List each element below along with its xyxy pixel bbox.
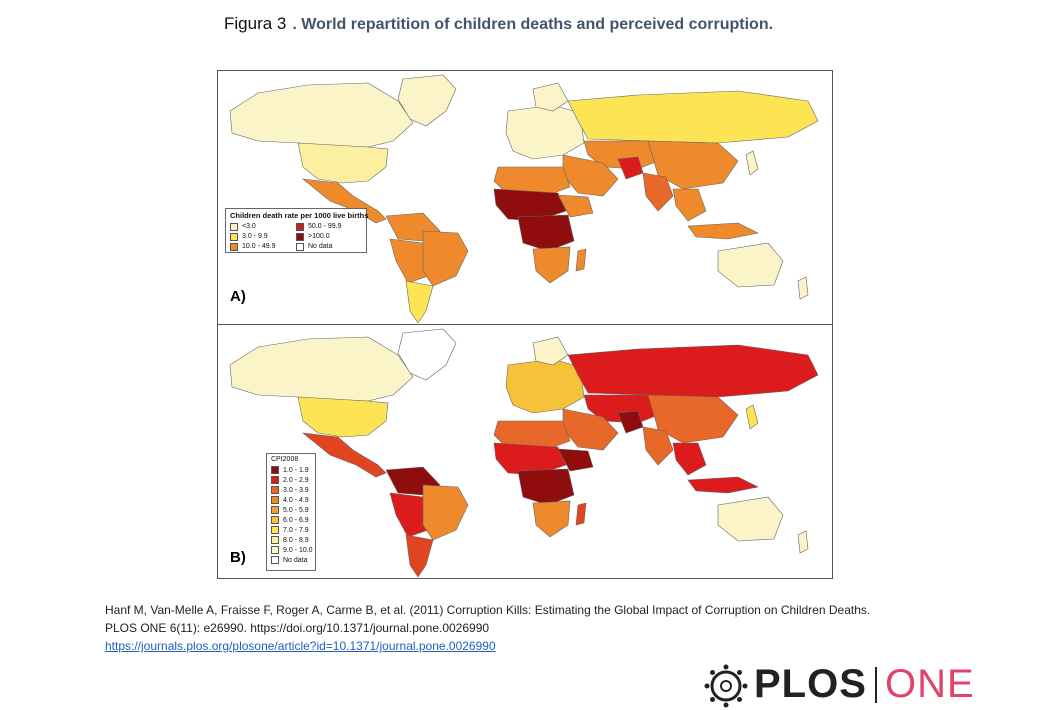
- legend-swatch: [271, 536, 279, 544]
- region-japan: [745, 404, 759, 430]
- citation-line-2: PLOS ONE 6(11): e26990. https://doi.org/…: [105, 621, 490, 635]
- region-scandinavia: [532, 336, 569, 366]
- legend-b-item: 8.0 - 8.9: [271, 535, 311, 545]
- legend-swatch: [271, 516, 279, 524]
- legend-a-item: >100.0: [296, 232, 362, 241]
- region-russia: [567, 90, 819, 144]
- region-usa: [297, 142, 389, 184]
- region-madagascar: [575, 248, 587, 272]
- region-se-asia: [672, 188, 707, 222]
- region-canada: [229, 82, 414, 148]
- legend-b-title: CPI2008: [271, 456, 299, 463]
- logo-plos-text: PLOS: [754, 662, 867, 706]
- region-se-asia: [672, 442, 707, 476]
- legend-swatch: [271, 506, 279, 514]
- legend-b-item: 7.0 - 7.9: [271, 525, 311, 535]
- region-horn-africa: [557, 194, 594, 218]
- legend-a-item: No data: [296, 242, 362, 251]
- region-southern-cone: [405, 534, 434, 578]
- region-madagascar: [575, 502, 587, 526]
- legend-swatch: [230, 232, 238, 241]
- region-europe: [505, 358, 585, 414]
- legend-a-item: <3.0: [230, 222, 296, 231]
- region-greenland: [397, 74, 457, 127]
- panel-a-child-deaths-map: Children death rate per 1000 live births…: [218, 71, 832, 325]
- citation: Hanf M, Van-Melle A, Fraisse F, Roger A,…: [105, 601, 870, 655]
- figure-title: Figura 3 . World repartition of children …: [224, 14, 773, 34]
- legend-a-items: <3.0 50.0 - 99.9 3.0 - 9.9 >100.0 10.0 -…: [230, 222, 362, 251]
- region-southern-cone: [405, 280, 434, 324]
- legend-swatch: [296, 222, 304, 231]
- legend-swatch: [271, 546, 279, 554]
- legend-b-item: 1.0 - 1.9: [271, 465, 311, 475]
- region-afpak: [617, 156, 644, 180]
- region-indonesia: [687, 476, 759, 494]
- legend-swatch: [230, 222, 238, 231]
- figure-label: Figura 3: [224, 14, 287, 33]
- region-indonesia: [687, 222, 759, 240]
- region-china: [647, 394, 739, 444]
- legend-a-title: Children death rate per 1000 live births: [230, 211, 369, 220]
- legend-b-item: 9.0 - 10.0: [271, 545, 313, 555]
- region-russia: [567, 344, 819, 398]
- region-new-zealand: [797, 276, 809, 300]
- legend-b-item: 6.0 - 6.9: [271, 515, 311, 525]
- region-greenland: [397, 328, 457, 381]
- region-andes: [389, 492, 429, 538]
- legend-a-item: 10.0 - 49.9: [230, 242, 296, 251]
- region-mexico: [302, 432, 387, 478]
- legend-b-item: No data: [271, 555, 311, 565]
- region-usa: [297, 396, 389, 438]
- world-map-b: [229, 328, 819, 578]
- region-andes: [389, 238, 429, 284]
- legend-swatch: [271, 526, 279, 534]
- region-india: [642, 172, 674, 212]
- region-australia: [717, 242, 784, 288]
- region-southern-africa: [532, 500, 571, 538]
- panel-b-tag: B): [230, 549, 246, 566]
- logo-divider: [875, 667, 877, 703]
- region-scandinavia: [532, 82, 569, 112]
- region-new-zealand: [797, 530, 809, 554]
- legend-swatch: [271, 556, 279, 564]
- citation-line-1: Hanf M, Van-Melle A, Fraisse F, Roger A,…: [105, 603, 871, 617]
- legend-b-item: 5.0 - 5.9: [271, 505, 311, 515]
- legend-a-item: 3.0 - 9.9: [230, 232, 296, 241]
- region-brazil: [422, 230, 469, 287]
- panel-b-cpi-map: CPI2008 1.0 - 1.9 2.0 - 2.9 3.0 - 3.9 4.…: [218, 325, 832, 578]
- legend-a: Children death rate per 1000 live births…: [225, 208, 369, 253]
- panel-a-tag: A): [230, 288, 246, 305]
- plos-emblem-icon: [704, 664, 748, 708]
- logo-one-text: ONE: [885, 662, 975, 706]
- legend-swatch: [271, 476, 279, 484]
- legend-swatch: [271, 486, 279, 494]
- region-europe: [505, 104, 585, 160]
- region-southern-africa: [532, 246, 571, 284]
- legend-b-item: 3.0 - 3.9: [271, 485, 311, 495]
- region-canada: [229, 336, 414, 402]
- region-central-africa: [517, 468, 575, 506]
- region-brazil: [422, 484, 469, 541]
- region-central-africa: [517, 214, 575, 252]
- region-japan: [745, 150, 759, 176]
- figure-frame: Children death rate per 1000 live births…: [217, 70, 833, 579]
- plos-one-logo: PLOS ONE: [700, 660, 1000, 710]
- legend-b-item: 2.0 - 2.9: [271, 475, 311, 485]
- legend-b: CPI2008 1.0 - 1.9 2.0 - 2.9 3.0 - 3.9 4.…: [266, 453, 316, 571]
- region-australia: [717, 496, 784, 542]
- legend-swatch: [271, 466, 279, 474]
- world-map-a: [229, 74, 819, 324]
- legend-b-item: 4.0 - 4.9: [271, 495, 311, 505]
- region-horn-africa: [557, 448, 594, 472]
- legend-a-item: 50.0 - 99.9: [296, 222, 362, 231]
- region-india: [642, 426, 674, 466]
- legend-swatch: [271, 496, 279, 504]
- region-afpak: [617, 410, 644, 434]
- figure-title-text: . World repartition of children deaths a…: [292, 16, 774, 33]
- legend-swatch: [230, 242, 238, 251]
- citation-link[interactable]: https://journals.plos.org/plosone/articl…: [105, 639, 496, 653]
- legend-swatch: [296, 232, 304, 241]
- region-china: [647, 140, 739, 190]
- legend-swatch: [296, 242, 304, 251]
